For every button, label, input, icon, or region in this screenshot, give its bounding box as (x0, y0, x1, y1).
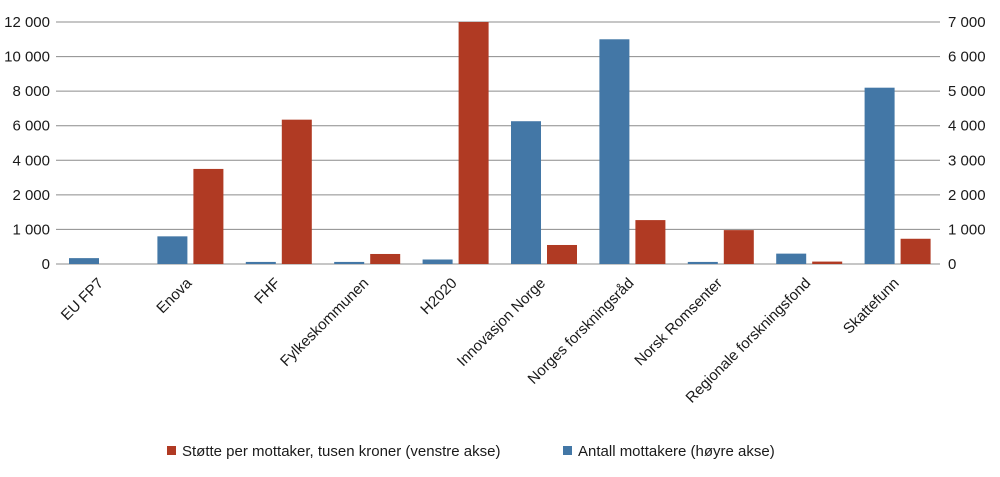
category-label: Innovasjon Norge (454, 275, 549, 370)
bar-stotte-3 (370, 253, 401, 264)
category-label: FHF (251, 275, 284, 308)
right-tick-label: 0 (948, 256, 956, 273)
bar-antall-4 (422, 259, 453, 264)
category-label: Skattefunn (840, 275, 903, 338)
category-label: EU FP7 (58, 275, 107, 324)
left-tick-label: 12 000 (4, 14, 50, 31)
legend-swatch-antall (563, 446, 572, 455)
left-tick-label: 6 000 (12, 118, 50, 135)
bar-antall-2 (245, 261, 276, 264)
right-tick-label: 1 000 (948, 221, 986, 238)
category-label: H2020 (417, 275, 460, 318)
bar-antall-6 (599, 39, 630, 265)
bar-stotte-7 (723, 230, 754, 264)
legend: Støtte per mottaker, tusen kroner (venst… (167, 443, 775, 460)
legend-label-stotte: Støtte per mottaker, tusen kroner (venst… (182, 443, 500, 460)
right-tick-label: 5 000 (948, 83, 986, 100)
right-tick-label: 6 000 (948, 49, 986, 66)
legend-swatch-stotte (167, 446, 176, 455)
bar-stotte-2 (281, 119, 312, 265)
right-tick-label: 4 000 (948, 118, 986, 135)
bar-antall-3 (334, 261, 365, 264)
right-tick-label: 3 000 (948, 152, 986, 169)
left-tick-label: 0 (42, 256, 50, 273)
bar-stotte-6 (635, 220, 666, 264)
bar-stotte-5 (547, 244, 577, 264)
left-tick-label: 2 000 (12, 187, 50, 204)
bar-stotte-1 (193, 168, 224, 264)
category-label: Enova (153, 274, 196, 317)
bar-antall-0 (69, 258, 99, 264)
right-axis: 0 1 000 2 000 3 000 4 000 5 000 6 000 7 000 (948, 14, 986, 273)
right-tick-label: 2 000 (948, 187, 986, 204)
left-tick-label: 4 000 (12, 152, 50, 169)
gridlines (56, 21, 940, 265)
bar-antall-8 (776, 253, 807, 264)
left-tick-label: 1 000 (12, 221, 50, 238)
bar-stotte-8 (812, 261, 843, 264)
right-tick-label: 7 000 (948, 14, 986, 31)
category-label: Fylkeskommunen (277, 275, 372, 370)
bar-antall-7 (687, 261, 718, 264)
legend-label-antall: Antall mottakere (høyre akse) (578, 443, 775, 460)
bar-antall-9 (864, 87, 895, 264)
bar-stotte-4 (458, 22, 489, 264)
bar-antall-1 (157, 236, 188, 264)
left-tick-label: 10 000 (4, 49, 50, 66)
left-tick-label: 8 000 (12, 83, 50, 100)
bars (69, 22, 931, 265)
category-label: Norsk Romsenter (631, 275, 726, 370)
bar-stotte-9 (900, 238, 931, 264)
left-axis: 0 1 000 2 000 4 000 6 000 8 000 10 000 12 000 (4, 14, 50, 273)
bar-antall-5 (511, 121, 541, 264)
